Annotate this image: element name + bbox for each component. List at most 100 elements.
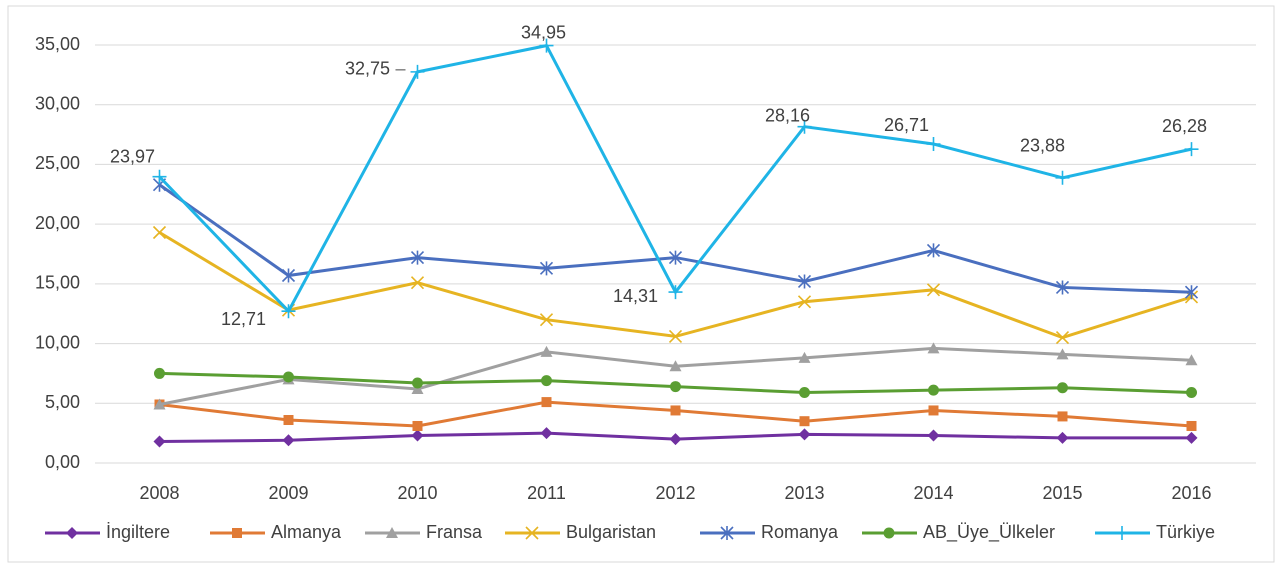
marker (283, 415, 294, 426)
x-tick-label: 2010 (397, 483, 437, 503)
marker (798, 351, 811, 363)
marker (1185, 431, 1198, 444)
marker-shape (926, 243, 941, 258)
marker (539, 261, 554, 276)
marker-shape (1185, 431, 1198, 444)
marker (232, 528, 242, 538)
marker (540, 345, 553, 357)
marker-shape (410, 250, 425, 265)
marker-shape (668, 250, 683, 265)
marker-shape (1056, 431, 1069, 444)
marker-shape (926, 283, 941, 297)
marker-shape (539, 313, 554, 327)
marker (283, 371, 294, 383)
marker (539, 38, 554, 53)
marker (281, 268, 296, 283)
marker (670, 381, 681, 393)
marker (1184, 142, 1199, 157)
y-tick-label: 10,00 (35, 332, 80, 352)
marker-shape (669, 433, 682, 446)
marker-shape (1055, 280, 1070, 295)
data-label: 26,28 (1162, 116, 1207, 136)
marker (1056, 431, 1069, 444)
marker (1185, 354, 1198, 366)
y-tick-label: 25,00 (35, 153, 80, 173)
marker-shape (1185, 354, 1198, 366)
legend-label: AB_Üye_Ülkeler (923, 522, 1055, 543)
marker-shape (927, 429, 940, 442)
marker (926, 283, 941, 297)
marker (928, 405, 939, 416)
marker-shape (541, 375, 552, 387)
data-label: 34,95 (521, 22, 566, 42)
marker (883, 527, 895, 539)
marker-shape (539, 38, 554, 53)
marker (412, 377, 423, 389)
marker-shape (799, 387, 810, 399)
marker-shape (539, 261, 554, 276)
marker-shape (927, 342, 940, 354)
marker (154, 367, 165, 379)
marker-shape (1184, 285, 1199, 300)
marker-shape (154, 367, 165, 379)
data-label: 12,71 (221, 309, 266, 329)
marker-shape (540, 345, 553, 357)
marker (720, 526, 734, 540)
marker-shape (1186, 387, 1197, 399)
y-tick-label: 30,00 (35, 93, 80, 113)
marker (1057, 411, 1068, 422)
marker-shape (281, 304, 296, 319)
marker (410, 64, 425, 79)
marker (1055, 280, 1070, 295)
x-tick-label: 2015 (1042, 483, 1082, 503)
marker (386, 527, 398, 538)
marker-shape (928, 405, 939, 416)
y-tick-label: 0,00 (45, 452, 80, 472)
marker-shape (926, 137, 941, 152)
x-tick-label: 2009 (268, 483, 308, 503)
marker-shape (541, 397, 552, 408)
legend-label: Bulgaristan (566, 522, 656, 542)
marker (1186, 420, 1197, 431)
marker-shape (152, 169, 167, 184)
marker-shape (797, 295, 812, 309)
marker-shape (525, 526, 539, 540)
marker (1186, 387, 1197, 399)
marker (281, 304, 296, 319)
marker-shape (1057, 382, 1068, 394)
marker (153, 435, 166, 448)
marker-shape (411, 429, 424, 442)
y-tick-label: 35,00 (35, 34, 80, 54)
y-tick-label: 5,00 (45, 392, 80, 412)
marker-shape (668, 285, 683, 300)
data-label: 23,97 (110, 146, 155, 166)
marker-shape (283, 415, 294, 426)
marker-shape (669, 360, 682, 372)
legend-label: Türkiye (1156, 522, 1215, 542)
marker-shape (540, 427, 553, 440)
marker-shape (928, 384, 939, 396)
marker (411, 429, 424, 442)
marker-shape (670, 405, 681, 416)
marker-shape (66, 527, 78, 539)
marker (410, 276, 425, 290)
marker (541, 375, 552, 387)
marker (540, 427, 553, 440)
marker (412, 420, 423, 431)
marker (669, 360, 682, 372)
marker-shape (412, 420, 423, 431)
marker-shape (1057, 411, 1068, 422)
marker-shape (410, 276, 425, 290)
marker-shape (153, 435, 166, 448)
marker-shape (797, 274, 812, 289)
marker (66, 527, 78, 539)
x-tick-label: 2011 (527, 483, 566, 503)
marker-shape (386, 527, 398, 538)
marker (670, 405, 681, 416)
marker-shape (152, 225, 167, 240)
x-tick-label: 2013 (784, 483, 824, 503)
marker (799, 416, 810, 427)
marker (668, 285, 683, 300)
marker (1055, 170, 1070, 185)
